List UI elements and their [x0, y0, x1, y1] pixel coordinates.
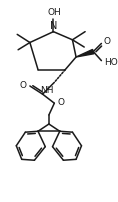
Polygon shape	[76, 49, 94, 57]
Text: N: N	[50, 21, 57, 31]
Text: O: O	[57, 98, 64, 107]
Text: O: O	[103, 37, 110, 46]
Text: NH: NH	[40, 86, 53, 95]
Text: HO: HO	[104, 58, 118, 67]
Text: O: O	[19, 81, 26, 89]
Text: OH: OH	[47, 8, 61, 17]
